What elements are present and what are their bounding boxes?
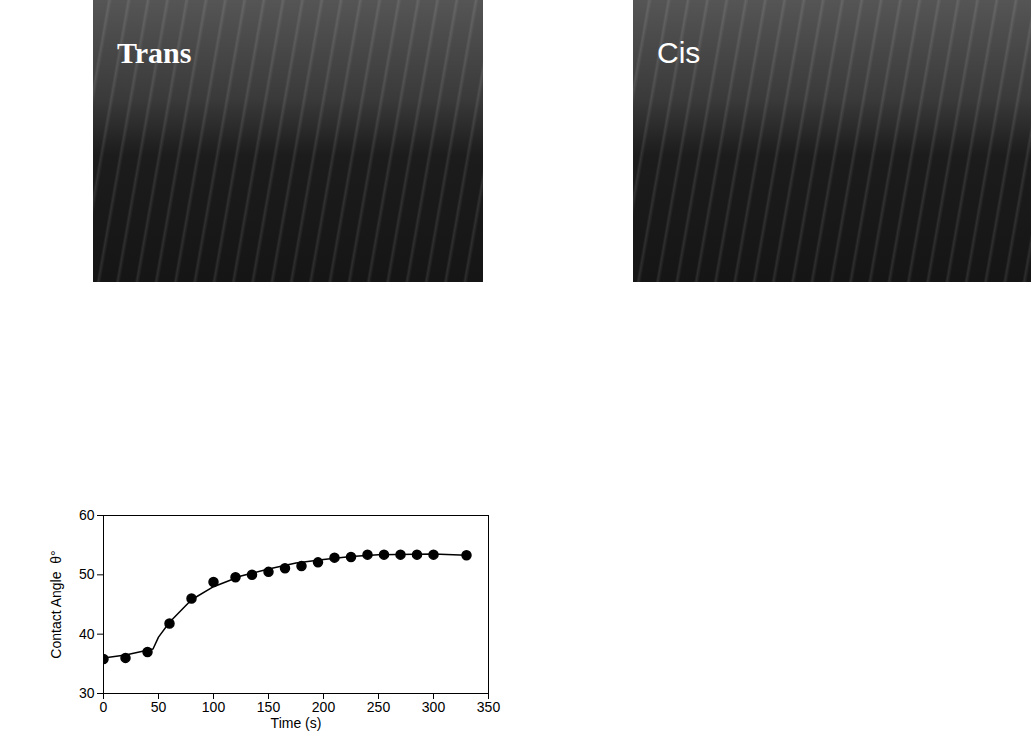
html-text:Trans: Trans bbox=[117, 36, 192, 69]
svg-text:150: 150 bbox=[257, 699, 281, 715]
svg-text:50: 50 bbox=[151, 699, 167, 715]
html-text:Cis: Cis bbox=[657, 36, 701, 69]
svg-text:50: 50 bbox=[79, 566, 95, 582]
svg-text:250: 250 bbox=[367, 699, 391, 715]
svg-text:300: 300 bbox=[422, 699, 446, 715]
svg-text:Time (s): Time (s) bbox=[271, 715, 322, 731]
svg-text:200: 200 bbox=[312, 699, 336, 715]
svg-text:0: 0 bbox=[100, 699, 108, 715]
svg-text:40: 40 bbox=[79, 626, 95, 642]
svg-text:350: 350 bbox=[477, 699, 501, 715]
svg-text:60: 60 bbox=[79, 507, 95, 523]
svg-text:Contact Angle θ°: Contact Angle θ° bbox=[48, 550, 64, 658]
svg-text:30: 30 bbox=[79, 685, 95, 701]
svg-text:100: 100 bbox=[202, 699, 226, 715]
